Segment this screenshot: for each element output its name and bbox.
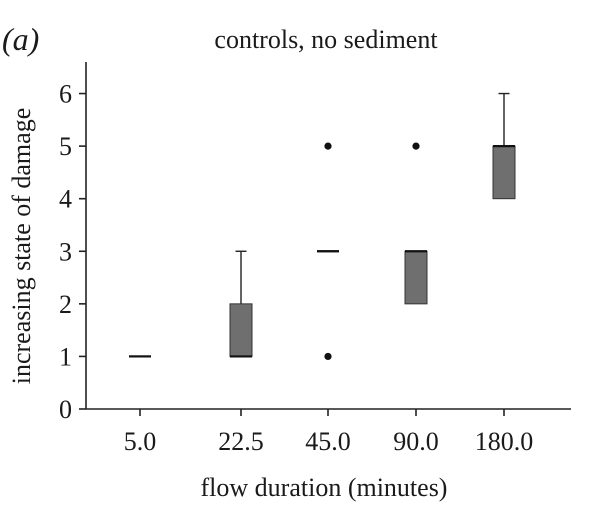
y-tick-label: 1 — [59, 342, 72, 371]
y-tick-label: 3 — [59, 237, 72, 266]
y-tick-label: 4 — [59, 185, 72, 214]
chart-title: controls, no sediment — [214, 25, 438, 54]
box-45-0-outlier — [324, 352, 332, 361]
panel-label: (a) — [2, 21, 39, 57]
x-tick-label: 45.0 — [305, 427, 351, 456]
box-180-0-body — [492, 145, 516, 200]
x-tick-label: 180.0 — [475, 427, 534, 456]
y-tick-label: 0 — [59, 395, 72, 424]
plot-area: 0 1 2 3 4 5 6 5.0 22.5 45.0 90.0 180.0 — [59, 62, 571, 456]
box-90-0-body — [404, 250, 428, 305]
box-45-0-outlier — [324, 142, 332, 150]
y-axis-label: increasing state of damage — [7, 108, 36, 385]
y-tick-label: 5 — [59, 132, 72, 161]
y-tick-label: 2 — [59, 290, 72, 319]
box-22-5-body — [229, 303, 253, 357]
x-tick-label: 22.5 — [218, 427, 264, 456]
x-tick-label: 90.0 — [393, 427, 439, 456]
x-tick-label: 5.0 — [124, 427, 157, 456]
y-tick-label: 6 — [59, 80, 72, 109]
box-90-0-outlier — [412, 142, 420, 150]
x-axis-label: flow duration (minutes) — [201, 473, 448, 502]
